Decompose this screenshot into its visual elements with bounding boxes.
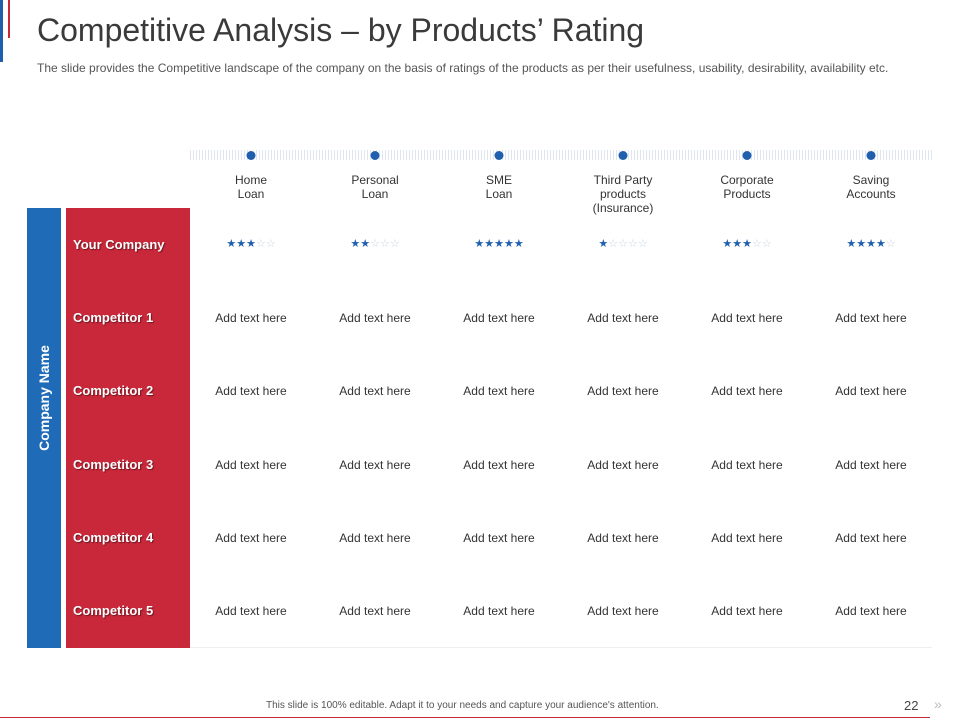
star-empty-icon: ☆ [265, 238, 276, 250]
star-filled-icon: ★ [732, 238, 743, 250]
star-empty-icon: ☆ [608, 238, 619, 250]
company-column [66, 208, 190, 648]
star-empty-icon: ☆ [255, 238, 266, 250]
column-header: Personal Loan [351, 173, 399, 201]
star-empty-icon: ☆ [389, 238, 400, 250]
table-cell: Add text here [835, 311, 907, 325]
table-cell: Add text here [587, 311, 659, 325]
star-rating: ★★★☆☆ [687, 237, 807, 250]
slide-title: Competitive Analysis – by Products’ Rati… [37, 12, 645, 48]
table-cell: Add text here [215, 604, 287, 618]
table-cell: Add text here [215, 531, 287, 545]
timeline-dot [866, 151, 876, 160]
table-cell: Add text here [587, 604, 659, 618]
page-number: 22 [904, 698, 919, 713]
table-cell: Add text here [215, 458, 287, 472]
star-filled-icon: ★ [866, 238, 876, 250]
footer-note: This slide is 100% editable. Adapt it to… [266, 700, 659, 711]
table-cell: Add text here [711, 311, 783, 325]
timeline-dot [742, 151, 752, 160]
star-filled-icon: ★ [246, 238, 256, 250]
next-slide-icon[interactable]: » [934, 696, 942, 712]
table-bottom-line [190, 647, 932, 648]
star-empty-icon: ☆ [627, 238, 638, 250]
table-cell: Add text here [463, 384, 535, 398]
column-header: Third Party products (Insurance) [592, 173, 654, 215]
star-empty-icon: ☆ [637, 238, 648, 250]
star-filled-icon: ★ [226, 238, 237, 250]
star-filled-icon: ★ [513, 238, 524, 250]
timeline-dot [618, 151, 628, 160]
star-empty-icon: ☆ [761, 238, 772, 250]
table-cell: Add text here [463, 458, 535, 472]
star-filled-icon: ★ [484, 238, 495, 250]
company-name-bar [27, 208, 61, 648]
table-cell: Add text here [835, 384, 907, 398]
column-header: SME Loan [485, 173, 513, 201]
row-label: Your Company [73, 237, 165, 252]
column-header: Home Loan [234, 173, 267, 201]
star-filled-icon: ★ [236, 238, 247, 250]
star-filled-icon: ★ [350, 238, 361, 250]
star-rating: ★☆☆☆☆ [563, 237, 683, 250]
star-empty-icon: ☆ [370, 238, 380, 250]
star-filled-icon: ★ [474, 238, 485, 250]
star-filled-icon: ★ [856, 238, 867, 250]
row-label: Competitor 2 [73, 383, 154, 398]
table-cell: Add text here [463, 531, 535, 545]
timeline-dot [370, 151, 380, 160]
row-label: Competitor 3 [73, 457, 154, 472]
table-cell: Add text here [339, 458, 411, 472]
star-rating: ★★★★☆ [811, 237, 931, 250]
table-cell: Add text here [339, 311, 411, 325]
accent-bar-red [8, 0, 10, 38]
table-cell: Add text here [711, 458, 783, 472]
star-filled-icon: ★ [846, 238, 857, 250]
slide-subtitle: The slide provides the Competitive lands… [37, 61, 889, 75]
timeline-dotted-band [190, 150, 932, 160]
star-filled-icon: ★ [598, 238, 609, 250]
table-cell: Add text here [215, 384, 287, 398]
accent-bar-blue [0, 0, 3, 62]
table-cell: Add text here [835, 458, 907, 472]
table-cell: Add text here [339, 531, 411, 545]
row-label: Competitor 1 [73, 310, 154, 325]
star-filled-icon: ★ [360, 238, 371, 250]
table-cell: Add text here [587, 384, 659, 398]
table-cell: Add text here [463, 604, 535, 618]
table-cell: Add text here [587, 458, 659, 472]
star-empty-icon: ☆ [751, 238, 762, 250]
star-filled-icon: ★ [875, 238, 886, 250]
footer-line [0, 717, 930, 718]
company-name-label: Company Name [36, 345, 52, 451]
table-cell: Add text here [835, 604, 907, 618]
table-cell: Add text here [215, 311, 287, 325]
star-rating: ★★☆☆☆ [315, 237, 435, 250]
star-filled-icon: ★ [722, 238, 733, 250]
star-empty-icon: ☆ [379, 238, 390, 250]
row-label: Competitor 4 [73, 530, 154, 545]
table-cell: Add text here [711, 604, 783, 618]
star-filled-icon: ★ [742, 238, 752, 250]
table-cell: Add text here [711, 384, 783, 398]
table-cell: Add text here [835, 531, 907, 545]
timeline-dot [246, 151, 256, 160]
table-cell: Add text here [587, 531, 659, 545]
table-cell: Add text here [339, 384, 411, 398]
column-header: Saving Accounts [846, 173, 896, 201]
star-rating: ★★★☆☆ [191, 237, 311, 250]
table-cell: Add text here [711, 531, 783, 545]
star-empty-icon: ☆ [618, 238, 628, 250]
star-empty-icon: ☆ [885, 238, 896, 250]
table-cell: Add text here [339, 604, 411, 618]
timeline-dot [494, 151, 504, 160]
star-filled-icon: ★ [494, 238, 504, 250]
row-label: Competitor 5 [73, 603, 154, 618]
column-header: Corporate Products [720, 173, 774, 201]
star-filled-icon: ★ [503, 238, 514, 250]
table-cell: Add text here [463, 311, 535, 325]
star-rating: ★★★★★ [439, 237, 559, 250]
